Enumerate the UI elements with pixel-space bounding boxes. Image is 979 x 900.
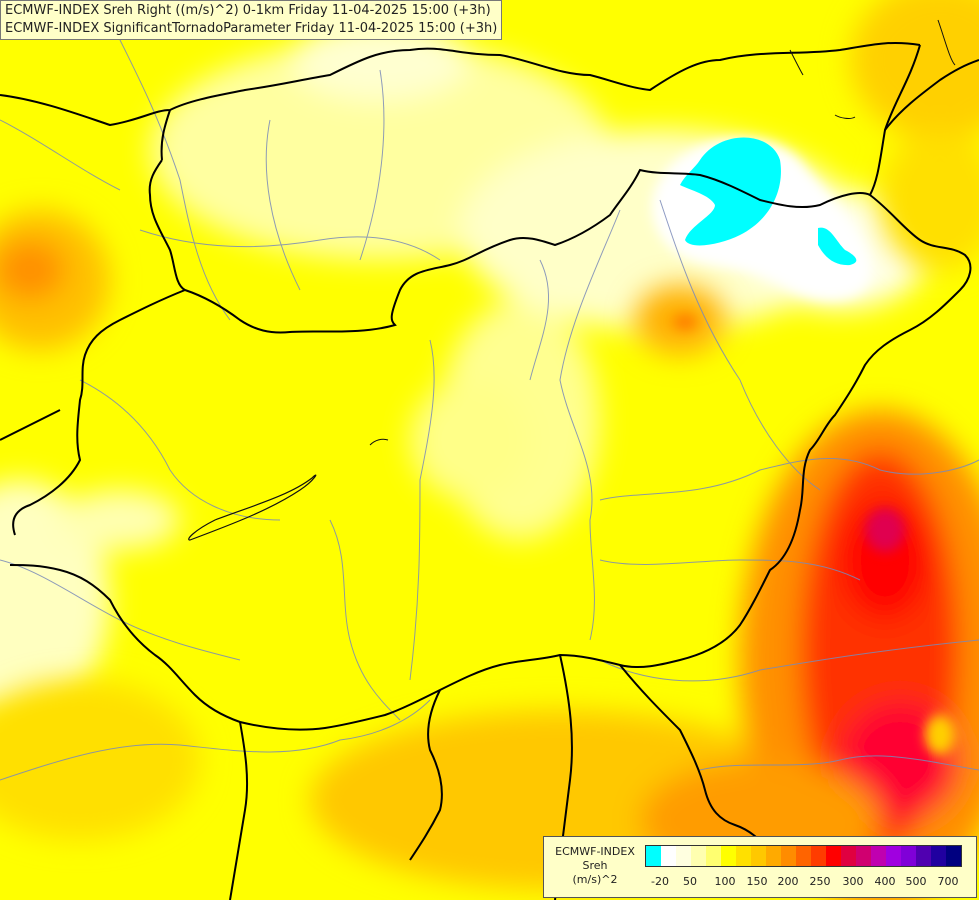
- legend-swatch: [661, 846, 676, 866]
- sreh-negative-area: [651, 137, 872, 300]
- legend-swatch: [706, 846, 721, 866]
- legend-title: ECMWF-INDEX Sreh (m/s)^2: [548, 845, 642, 887]
- legend-swatch: [781, 846, 796, 866]
- legend-tick-label: 250: [809, 875, 831, 888]
- color-legend: ECMWF-INDEX Sreh (m/s)^2 -20 50 100 150 200 2…: [543, 836, 977, 898]
- legend-tick-label: 700: [937, 875, 959, 888]
- legend-tick-label: 100: [714, 875, 736, 888]
- legend-swatch: [826, 846, 841, 866]
- legend-color-scale: [645, 845, 962, 867]
- legend-swatch: [856, 846, 871, 866]
- map-title-line-2: ECMWF-INDEX SignificantTornadoParameter …: [5, 21, 498, 36]
- legend-swatch: [721, 846, 736, 866]
- legend-swatch: [901, 846, 916, 866]
- rivers: [0, 39, 979, 781]
- legend-tick-label: -20: [651, 875, 669, 888]
- legend-swatch: [796, 846, 811, 866]
- legend-tick-label: 300: [842, 875, 864, 888]
- lake-balaton: [188, 474, 317, 541]
- map-title-line-1: ECMWF-INDEX Sreh Right ((m/s)^2) 0-1km F…: [5, 3, 491, 18]
- legend-swatch: [946, 846, 961, 866]
- legend-swatch: [766, 846, 781, 866]
- legend-swatch: [691, 846, 706, 866]
- legend-tick-label: 400: [874, 875, 896, 888]
- minor-borders: [369, 19, 956, 446]
- map-title-box: ECMWF-INDEX Sreh Right ((m/s)^2) 0-1km F…: [0, 0, 503, 40]
- legend-swatch: [871, 846, 886, 866]
- legend-swatch: [751, 846, 766, 866]
- legend-title-line-1: ECMWF-INDEX: [555, 845, 635, 858]
- legend-swatch: [736, 846, 751, 866]
- legend-swatch: [916, 846, 931, 866]
- legend-swatch: [931, 846, 946, 866]
- legend-swatch: [676, 846, 691, 866]
- legend-tick-labels: -20 50 100 150 200 250 300 400 500 700: [645, 875, 975, 891]
- legend-tick-label: 200: [777, 875, 799, 888]
- legend-swatch: [841, 846, 856, 866]
- legend-title-line-3: (m/s)^2: [572, 873, 618, 886]
- legend-swatch: [646, 846, 661, 866]
- legend-tick-label: 50: [683, 875, 697, 888]
- legend-swatch: [811, 846, 826, 866]
- legend-swatch: [886, 846, 901, 866]
- legend-title-line-2: Sreh: [582, 859, 608, 872]
- legend-tick-label: 150: [746, 875, 768, 888]
- legend-tick-label: 500: [905, 875, 927, 888]
- country-borders: [0, 41, 979, 900]
